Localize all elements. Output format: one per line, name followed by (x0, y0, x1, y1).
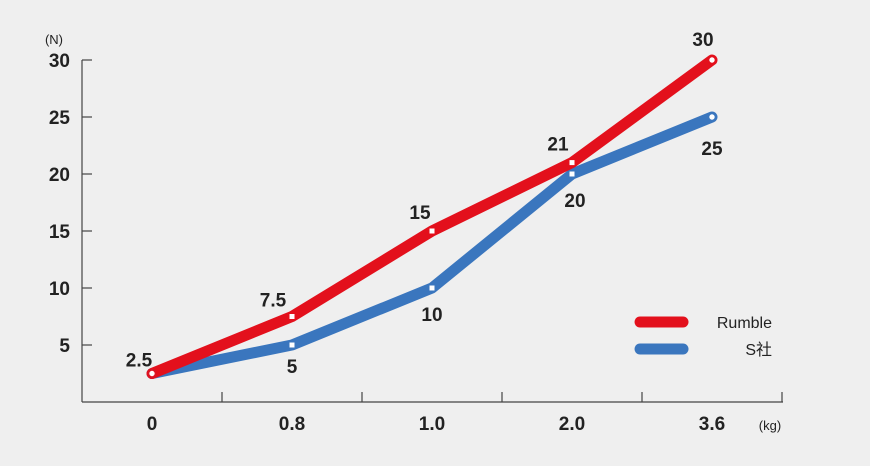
data-label: 5 (287, 357, 298, 378)
x-tick-label: 2.0 (559, 414, 585, 435)
x-tick-label: 0 (147, 414, 158, 435)
y-tick-label: 20 (49, 165, 70, 186)
legend: Rumble S社 (634, 315, 772, 359)
data-label: 30 (692, 30, 713, 51)
y-unit-label: (N) (45, 32, 63, 47)
legend-label-s-company: S社 (745, 341, 772, 359)
y-tick-label: 30 (49, 51, 70, 72)
data-point (289, 314, 295, 319)
data-labels: 2.5 7.5 15 21 30 5 10 20 25 (126, 30, 723, 378)
series-lines (146, 54, 718, 379)
x-ticks: 0 0.8 1.0 2.0 3.6 (147, 392, 783, 435)
data-point (569, 171, 575, 177)
data-point (569, 160, 575, 166)
data-point (708, 113, 716, 121)
data-label: 25 (701, 139, 723, 160)
x-unit-label: (kg) (759, 418, 781, 433)
data-label: 15 (409, 203, 431, 224)
data-label: 20 (564, 191, 585, 212)
y-tick-label: 10 (49, 279, 70, 300)
legend-label-rumble: Rumble (717, 315, 772, 332)
y-tick-label: 15 (49, 222, 71, 243)
data-label: 7.5 (260, 291, 287, 312)
data-point (429, 228, 435, 234)
series-line-rumble (146, 54, 718, 379)
data-label: 10 (421, 305, 442, 326)
data-point (708, 56, 716, 64)
x-tick-label: 1.0 (419, 414, 445, 435)
data-point (148, 369, 156, 378)
y-tick-label: 5 (59, 336, 70, 357)
y-tick-label: 25 (49, 108, 71, 129)
data-label: 21 (547, 135, 569, 156)
data-point (429, 285, 435, 291)
x-tick-label: 3.6 (699, 414, 725, 435)
data-label: 2.5 (126, 351, 153, 372)
series-markers (148, 56, 716, 378)
x-tick-label: 0.8 (279, 414, 305, 435)
data-point (289, 342, 295, 348)
y-ticks: 5 10 15 20 25 30 (49, 51, 92, 357)
